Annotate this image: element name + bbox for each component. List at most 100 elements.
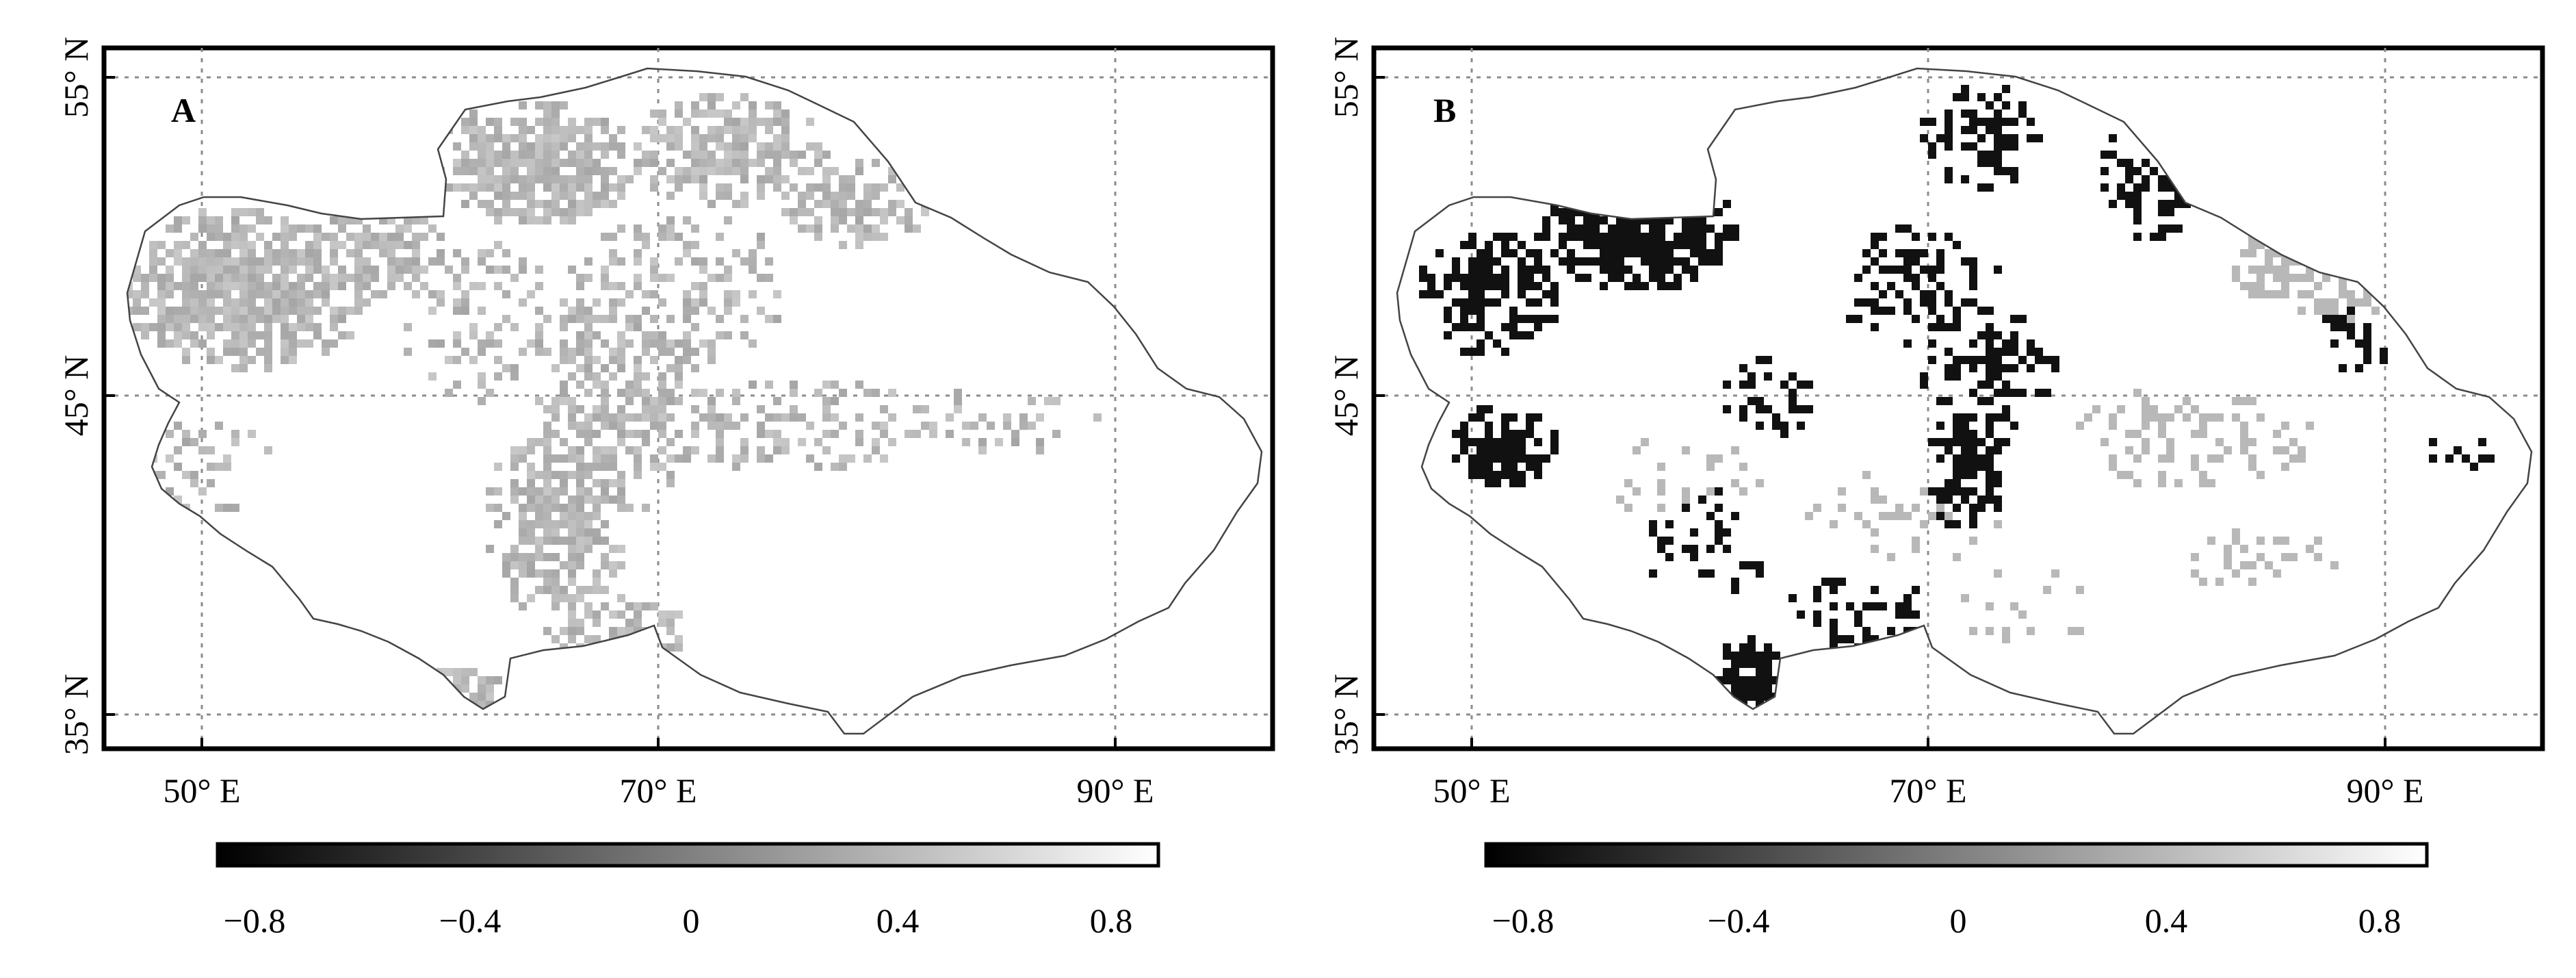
- raster-cell: [666, 216, 675, 224]
- raster-cell: [798, 438, 806, 446]
- raster-cell: [880, 216, 888, 224]
- raster-cell: [1575, 257, 1583, 266]
- raster-cell: [543, 479, 551, 487]
- raster-cell: [510, 594, 519, 602]
- raster-cell: [790, 413, 798, 422]
- raster-cell: [2142, 159, 2150, 167]
- raster-cell: [1501, 463, 1509, 471]
- raster-cell: [486, 159, 494, 167]
- raster-cell: [551, 594, 560, 602]
- raster-cell: [2150, 233, 2158, 241]
- raster-cell: [888, 208, 896, 216]
- raster-cell: [1632, 233, 1641, 241]
- raster-cell: [683, 307, 691, 315]
- raster-cell: [371, 266, 379, 274]
- raster-cell: [650, 331, 658, 339]
- raster-cell: [354, 249, 363, 257]
- raster-cell: [1944, 512, 1953, 520]
- raster-cell: [617, 298, 625, 307]
- raster-cell: [551, 569, 560, 578]
- raster-cell: [1739, 643, 1747, 652]
- raster-cell: [527, 471, 535, 479]
- raster-cell: [1550, 315, 1559, 323]
- raster-cell: [946, 413, 954, 422]
- raster-cell: [1419, 266, 1427, 274]
- raster-cell: [379, 233, 387, 241]
- raster-cell: [601, 422, 609, 430]
- raster-cell: [634, 356, 642, 364]
- raster-cell: [2092, 405, 2100, 413]
- raster-cell: [510, 118, 519, 126]
- lon-label-90-a: 90° E: [1076, 771, 1154, 810]
- raster-cell: [510, 167, 519, 175]
- raster-cell: [822, 167, 831, 175]
- raster-cell: [1682, 545, 1690, 553]
- raster-cell: [2100, 167, 2109, 175]
- raster-cell: [601, 479, 609, 487]
- raster-cell: [683, 454, 691, 463]
- panel-label-a: A: [171, 91, 196, 129]
- raster-cell: [1509, 307, 1518, 315]
- raster-cell: [568, 307, 576, 315]
- raster-cell: [2133, 216, 2142, 224]
- raster-cell: [1936, 266, 1944, 274]
- raster-cell: [1788, 594, 1797, 602]
- raster-cell: [1920, 134, 1928, 142]
- raster-cell: [1879, 249, 1887, 257]
- raster-cell: [2191, 463, 2199, 471]
- raster-cell: [1485, 257, 1493, 266]
- raster-cell: [1977, 381, 1986, 389]
- raster-cell: [576, 430, 584, 438]
- raster-cell: [519, 528, 527, 537]
- raster-cell: [1871, 545, 1879, 553]
- raster-cell: [617, 471, 625, 479]
- raster-cell: [256, 216, 264, 224]
- colorbar-tick-a-3: 0.4: [876, 901, 920, 940]
- raster-cell: [921, 422, 929, 430]
- raster-cell: [297, 249, 305, 257]
- raster-cell: [1567, 208, 1575, 216]
- raster-cell: [683, 216, 691, 224]
- raster-cell: [2002, 85, 2010, 93]
- raster-cell: [1460, 241, 1468, 249]
- raster-cell: [264, 331, 272, 339]
- raster-cell: [1903, 610, 1912, 619]
- raster-cell: [535, 151, 543, 159]
- raster-cell: [535, 512, 543, 520]
- raster-cell: [1624, 249, 1632, 257]
- raster-cell: [593, 569, 601, 578]
- raster-cell: [642, 430, 650, 438]
- raster-cell: [2109, 454, 2117, 463]
- raster-cell: [1912, 315, 1920, 323]
- raster-cell: [1920, 290, 1928, 298]
- raster-cell: [584, 331, 593, 339]
- raster-cell: [1944, 364, 1953, 372]
- raster-cell: [239, 348, 248, 356]
- raster-cell: [445, 668, 453, 676]
- raster-cell: [1994, 471, 2002, 479]
- raster-cell: [1928, 142, 1936, 151]
- raster-cell: [987, 422, 995, 430]
- raster-cell: [223, 274, 231, 282]
- raster-cell: [1912, 610, 1920, 619]
- raster-cell: [437, 257, 445, 266]
- raster-cell: [978, 438, 987, 446]
- raster-cell: [1994, 167, 2002, 175]
- raster-cell: [1657, 282, 1665, 290]
- lat-label-55-a: 55° N: [57, 37, 95, 118]
- raster-cell: [371, 241, 379, 249]
- raster-cell: [2150, 167, 2158, 175]
- raster-cell: [133, 290, 141, 298]
- raster-cell: [716, 257, 724, 266]
- raster-cell: [601, 553, 609, 561]
- raster-cell: [568, 578, 576, 586]
- raster-cell: [1928, 151, 1936, 159]
- raster-cell: [2248, 438, 2256, 446]
- raster-cell: [190, 315, 198, 323]
- raster-cell: [1567, 249, 1575, 257]
- raster-cell: [2158, 430, 2166, 438]
- raster-cell: [584, 192, 593, 200]
- raster-cell: [584, 307, 593, 315]
- raster-cell: [2314, 553, 2322, 561]
- raster-cell: [675, 142, 683, 151]
